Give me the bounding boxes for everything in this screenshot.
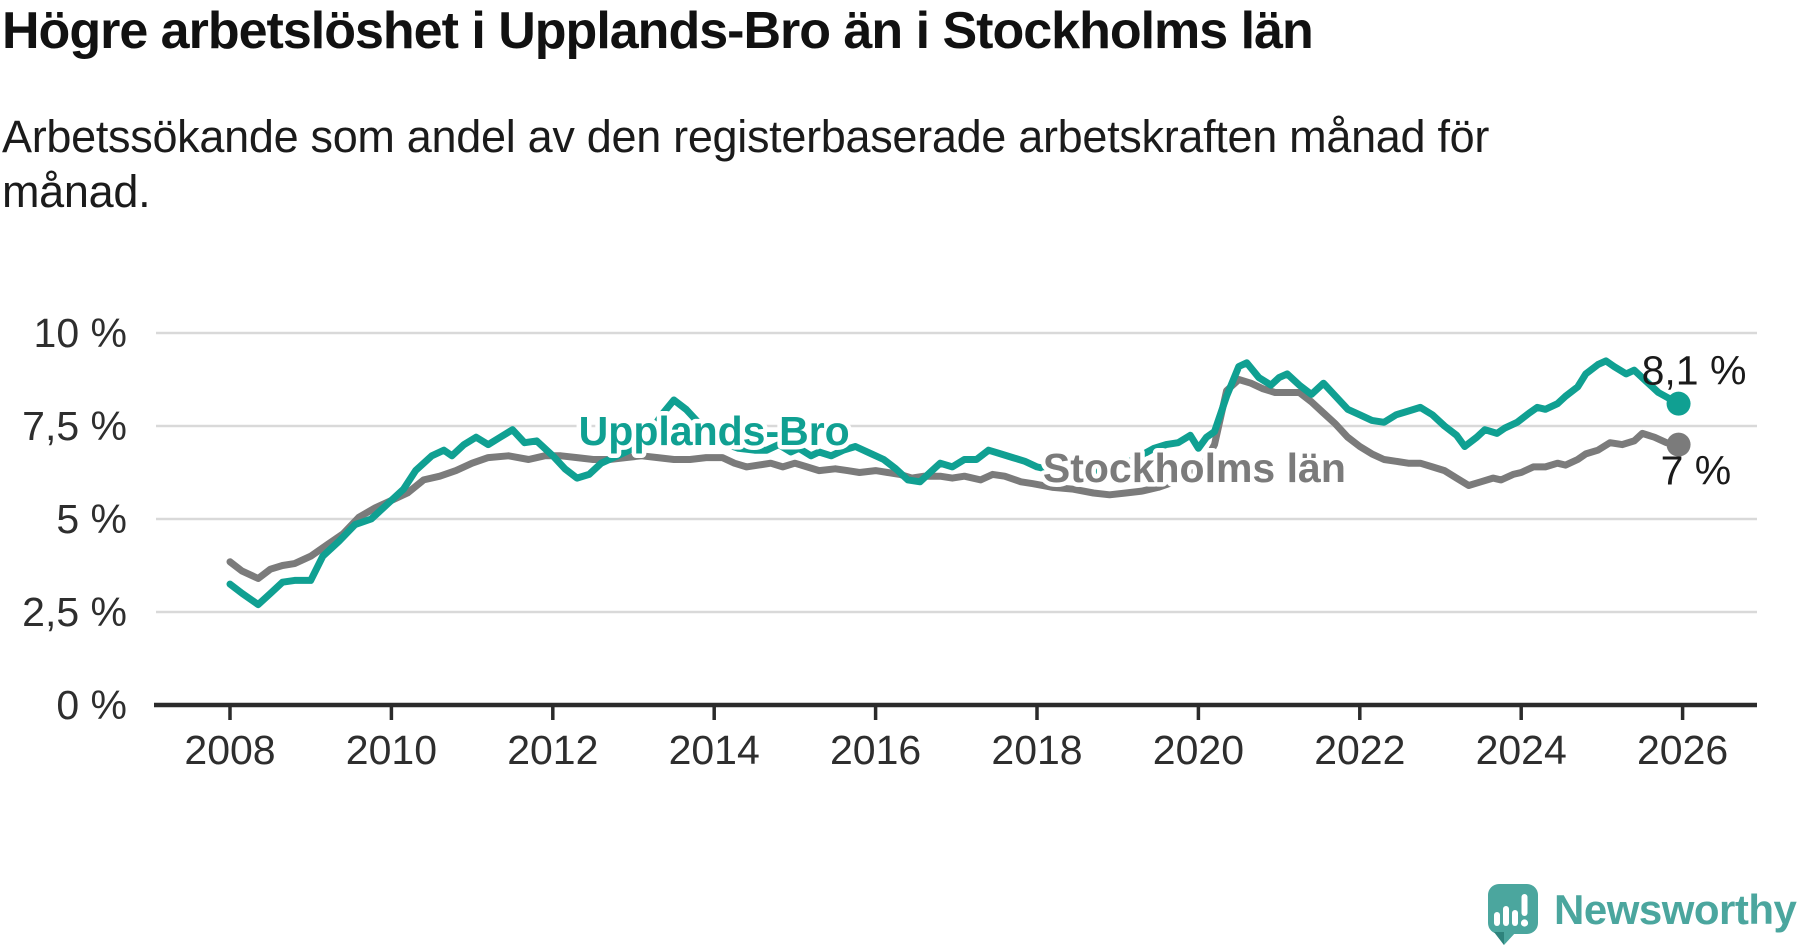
y-tick-label-7.5: 7,5 % (22, 403, 127, 449)
x-tick-label-2016: 2016 (830, 727, 921, 773)
x-tick-label-2014: 2014 (669, 727, 760, 773)
gridlines (156, 331, 1757, 614)
end-value-label-upplands-bro: 8,1 % (1642, 348, 1747, 394)
x-axis (154, 702, 1757, 720)
series-label-stockholms-lan: Stockholms län (1043, 445, 1346, 491)
newsworthy-logo-icon (1488, 884, 1538, 945)
series-end-dot-upplands-bro (1666, 391, 1691, 416)
x-tick-label-2018: 2018 (991, 727, 1082, 773)
x-tick-label-2024: 2024 (1476, 727, 1567, 773)
newsworthy-logo-text: Newsworthy (1554, 886, 1797, 933)
series-line-stockholms-l-n (226, 376, 1683, 582)
y-tick-label-0: 0 % (56, 682, 127, 728)
x-tick-label-2022: 2022 (1314, 727, 1405, 773)
newsworthy-logo[interactable]: Newsworthy (1486, 882, 1797, 946)
y-tick-label-2.5: 2,5 % (22, 589, 127, 635)
x-tick-label-2008: 2008 (184, 727, 275, 773)
speech-bubble-fold (1494, 932, 1504, 945)
x-tick-label-2020: 2020 (1153, 727, 1244, 773)
y-tick-label-5: 5 % (56, 496, 127, 542)
x-tick-label-2026: 2026 (1637, 727, 1728, 773)
series-end-dot-stockholms-l-n (1666, 432, 1691, 457)
y-axis-labels: 0 % 2,5 % 5 % 7,5 % 10 % (22, 310, 127, 728)
y-tick-label-10: 10 % (34, 310, 127, 356)
x-tick-label-2012: 2012 (507, 727, 598, 773)
x-tick-label-2010: 2010 (346, 727, 437, 773)
series-label-upplands-bro: Upplands-Bro (579, 408, 850, 454)
chart-subtitle: Arbetssökande som andel av den registerb… (2, 111, 1490, 217)
series-line-upplands-bro (226, 357, 1683, 609)
chart-title: Högre arbetslöshet i Upplands-Bro än i S… (2, 2, 1314, 60)
mini-bar-chart-icon (1494, 894, 1529, 927)
series-lines (226, 357, 1691, 609)
x-axis-labels: 2008 2010 2012 2014 2016 2018 2020 2022 2024 2026 (184, 727, 1728, 773)
end-value-label-stockholms-lan: 7 % (1661, 448, 1732, 494)
